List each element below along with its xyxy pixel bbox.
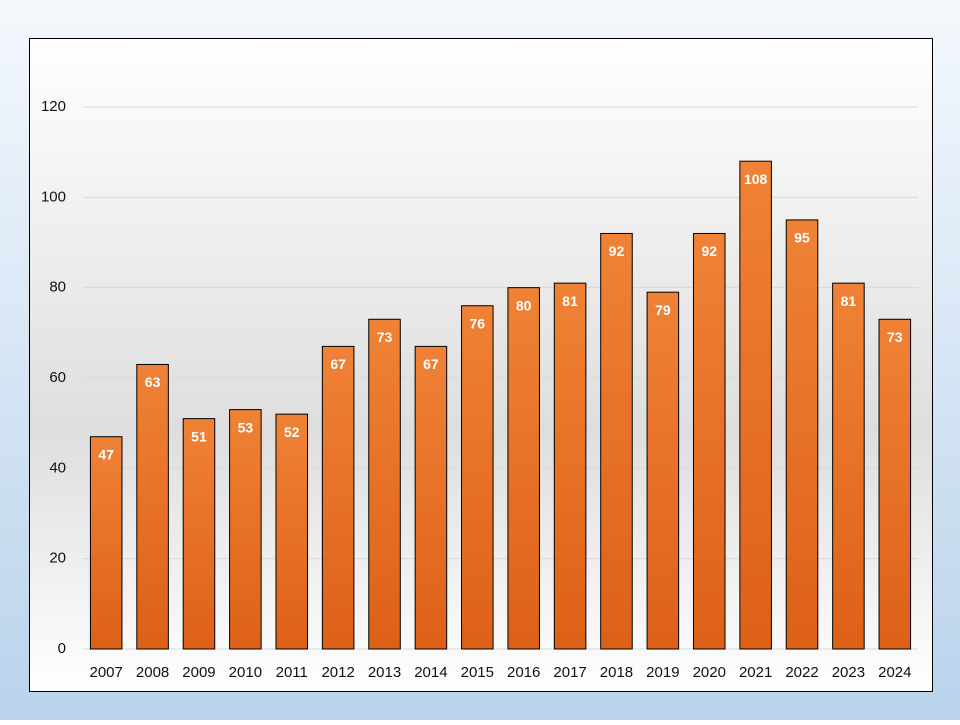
x-tick-label: 2011	[276, 664, 308, 681]
bar	[182, 418, 216, 650]
x-tick-label: 2016	[507, 664, 540, 681]
x-tick-label: 2020	[693, 664, 726, 681]
bar	[878, 318, 912, 650]
bar	[321, 345, 355, 650]
y-tick-label: 60	[49, 369, 66, 386]
x-tick-label: 2024	[878, 664, 911, 681]
y-tick-label: 120	[41, 98, 66, 115]
value-label: 52	[284, 424, 300, 440]
bar	[553, 282, 587, 650]
x-tick-label: 2015	[461, 664, 494, 681]
value-label: 76	[470, 315, 486, 331]
x-tick-label: 2017	[553, 664, 586, 681]
bar	[136, 363, 169, 650]
value-label: 79	[655, 302, 671, 318]
x-tick-label: 2009	[182, 664, 215, 681]
x-tick-label: 2023	[832, 664, 865, 681]
value-label: 73	[377, 329, 393, 345]
value-label: 67	[330, 356, 346, 372]
bar	[414, 345, 448, 650]
y-tick-label: 100	[41, 188, 66, 205]
y-tick-label: 0	[58, 640, 66, 657]
value-label: 81	[562, 293, 578, 309]
value-label: 63	[145, 374, 161, 390]
bar	[507, 287, 540, 650]
y-tick-label: 80	[49, 279, 66, 296]
x-tick-label: 2008	[136, 664, 169, 681]
x-tick-label: 2018	[600, 664, 633, 681]
y-tick-label: 20	[49, 550, 66, 567]
bar	[368, 318, 401, 650]
x-tick-label: 2022	[785, 664, 818, 681]
value-label: 73	[887, 329, 903, 345]
value-label: 92	[701, 243, 717, 259]
value-label: 53	[238, 419, 254, 435]
bar	[832, 282, 865, 650]
x-tick-label: 2014	[414, 664, 447, 681]
value-label: 80	[516, 297, 532, 313]
x-tick-label: 2012	[321, 664, 354, 681]
y-tick-label: 40	[49, 459, 66, 476]
bar	[229, 409, 262, 650]
value-label: 67	[423, 356, 439, 372]
bar	[461, 305, 494, 650]
value-label: 51	[191, 428, 207, 444]
x-tick-label: 2021	[739, 664, 772, 681]
bar	[600, 232, 633, 650]
bar	[692, 232, 726, 650]
bar	[89, 436, 123, 650]
x-tick-label: 2007	[90, 664, 123, 681]
bar	[785, 219, 819, 650]
value-label: 95	[794, 230, 810, 246]
value-label: 47	[98, 446, 114, 462]
value-label: 81	[841, 293, 857, 309]
value-label: 92	[609, 243, 625, 259]
bar	[646, 291, 680, 650]
x-tick-label: 2010	[229, 664, 262, 681]
x-tick-label: 2019	[646, 664, 679, 681]
bar	[275, 413, 309, 650]
value-label: 108	[744, 171, 768, 187]
x-tick-label: 2013	[368, 664, 401, 681]
bar	[739, 160, 772, 650]
